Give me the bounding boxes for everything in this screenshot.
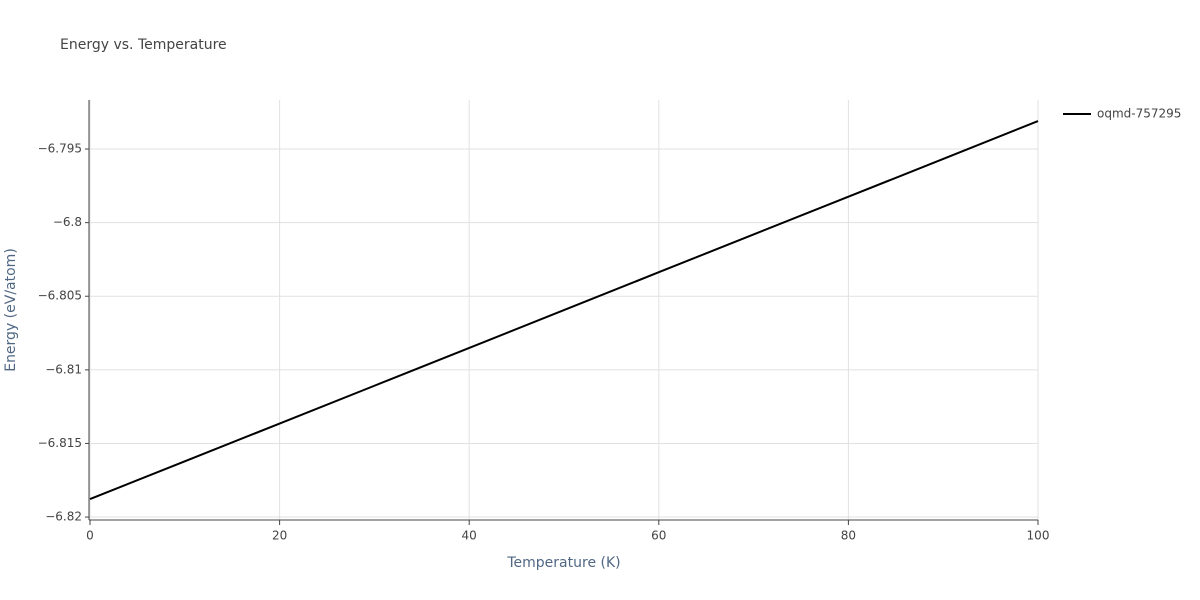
- x-tick-label: 100: [1027, 529, 1050, 543]
- x-tick-label: 40: [462, 529, 477, 543]
- y-tick-label: −6.815: [38, 436, 82, 450]
- y-tick-label: −6.81: [45, 362, 82, 376]
- chart-title: Energy vs. Temperature: [60, 37, 227, 53]
- x-tick-label: 0: [86, 529, 94, 543]
- y-tick-label: −6.805: [38, 289, 82, 303]
- x-tick-label: 60: [651, 529, 666, 543]
- y-tick-label: −6.795: [38, 142, 82, 156]
- x-tick-label: 80: [841, 529, 856, 543]
- y-axis-title: Energy (eV/atom): [3, 248, 19, 372]
- x-tick-label: 20: [272, 529, 287, 543]
- legend-label: oqmd-757295: [1097, 107, 1181, 121]
- grid: [89, 100, 1039, 520]
- y-tick-label: −6.82: [45, 510, 82, 524]
- y-tick-label: −6.8: [53, 215, 82, 229]
- x-axis-title: Temperature (K): [506, 555, 620, 571]
- line: [89, 120, 1039, 501]
